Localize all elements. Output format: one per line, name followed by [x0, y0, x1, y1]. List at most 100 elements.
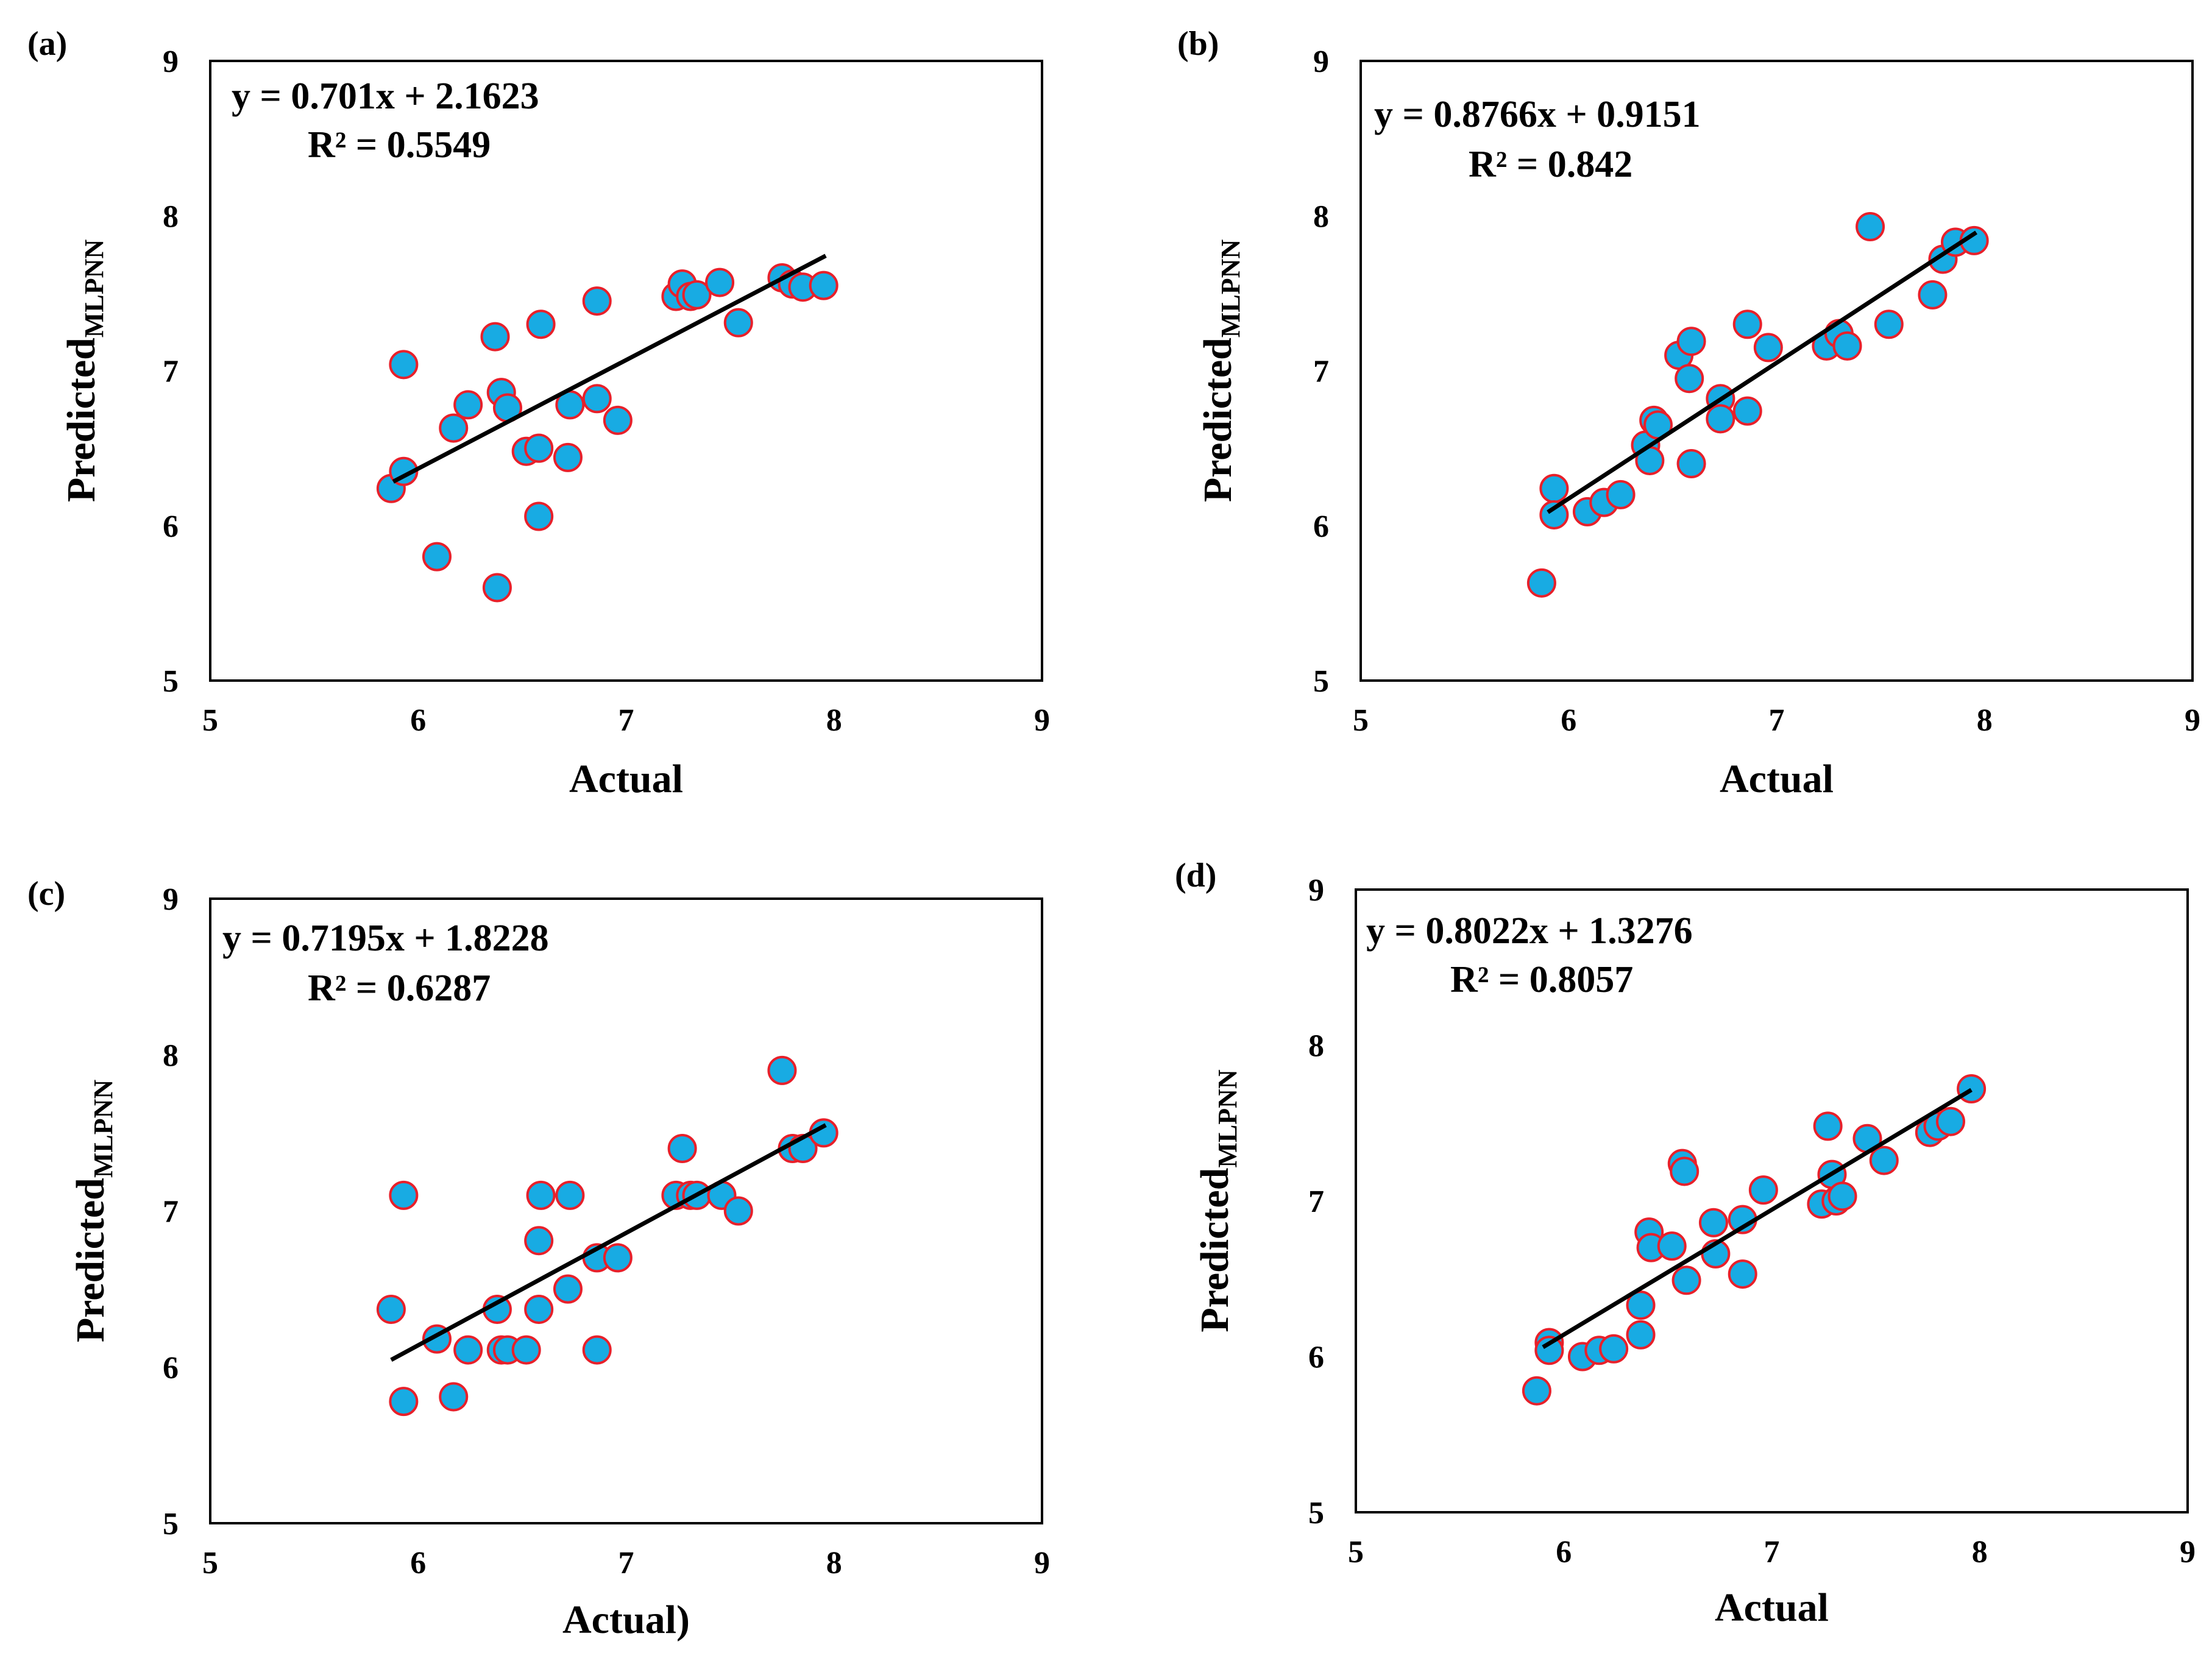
data-point	[1675, 364, 1704, 394]
data-point	[1606, 480, 1636, 509]
x-tick-label: 5	[1353, 703, 1369, 738]
data-point	[524, 501, 554, 531]
y-tick-label: 9	[163, 44, 179, 79]
data-point	[453, 390, 483, 420]
data-point	[705, 267, 735, 297]
y-tick-label: 7	[163, 1195, 179, 1230]
r-squared-label: R² = 0.8057	[1450, 959, 1633, 1000]
data-point	[389, 350, 419, 380]
data-point	[582, 384, 612, 414]
plot-area	[209, 60, 1043, 682]
x-tick-label: 9	[1034, 703, 1050, 738]
data-point	[1935, 1106, 1965, 1136]
x-tick-label: 8	[1977, 703, 1993, 738]
trendline-equation: y = 0.7195x + 1.8228	[222, 918, 549, 959]
y-tick-label: 7	[1313, 355, 1329, 389]
trendline-equation: y = 0.701x + 2.1623	[232, 76, 539, 117]
data-point	[682, 280, 712, 310]
data-point	[667, 1134, 697, 1163]
data-point	[1813, 1111, 1843, 1141]
y-axis-title-subscript: MLPNN	[1216, 239, 1246, 338]
x-tick-label: 6	[410, 1546, 426, 1580]
panel-label: (b)	[1177, 25, 1219, 63]
x-tick-label: 7	[1769, 703, 1785, 738]
panel-label: (a)	[27, 25, 67, 63]
y-axis-title-main: Predicted	[1196, 338, 1240, 502]
trend-line	[390, 1123, 827, 1362]
y-tick-label: 6	[1308, 1340, 1324, 1375]
data-point	[1706, 404, 1735, 434]
data-point	[482, 573, 512, 603]
data-point	[1869, 1145, 1899, 1175]
x-axis-title: Actual)	[562, 1598, 690, 1642]
y-axis-title-main: Predicted	[68, 1178, 113, 1342]
data-point	[1856, 212, 1885, 242]
data-point	[1728, 1259, 1757, 1289]
data-point	[553, 1274, 583, 1304]
y-tick-label: 5	[1313, 664, 1329, 699]
y-tick-label: 7	[163, 355, 179, 389]
y-tick-label: 8	[1308, 1029, 1324, 1064]
data-point	[422, 542, 452, 572]
y-tick-label: 8	[1313, 199, 1329, 234]
y-tick-label: 8	[163, 1038, 179, 1073]
data-point	[1522, 1376, 1551, 1406]
y-axis-title: PredictedMLPNN	[59, 239, 109, 503]
x-tick-label: 5	[202, 1546, 218, 1580]
data-point	[582, 1335, 612, 1365]
data-point	[723, 308, 753, 338]
data-point	[1599, 1334, 1629, 1364]
y-axis-title: PredictedMLPNN	[68, 1080, 118, 1343]
y-tick-label: 5	[163, 1507, 179, 1542]
x-tick-label: 8	[826, 1546, 842, 1580]
data-point	[1539, 500, 1569, 529]
data-point	[389, 1180, 419, 1210]
data-point	[511, 1335, 541, 1365]
y-axis-title-subscript: MLPNN	[1213, 1069, 1242, 1168]
scatter-panel-c: (c) 5 6 7 8 9 5 6 7 8 9 Actual) PredictedMLPNN y = 0.…	[27, 875, 1050, 1642]
y-tick-label: 9	[1313, 44, 1329, 79]
data-point	[1534, 1336, 1564, 1365]
r-squared-label: R² = 0.5549	[308, 124, 491, 166]
data-point	[1753, 333, 1783, 363]
panel-label: (c)	[27, 875, 65, 913]
data-point	[389, 1387, 419, 1417]
y-axis-title: PredictedMLPNN	[1196, 239, 1246, 503]
trend-line	[392, 253, 827, 484]
x-axis-title: Actual	[1720, 757, 1834, 801]
data-point	[1957, 1074, 1987, 1104]
data-point	[1670, 1156, 1700, 1186]
data-point	[603, 405, 633, 435]
y-tick-label: 7	[1308, 1184, 1324, 1219]
data-point	[1657, 1231, 1687, 1261]
data-point	[1874, 310, 1904, 339]
x-tick-label: 5	[202, 703, 218, 738]
y-axis-title-subscript: MLPNN	[79, 239, 109, 338]
data-point	[1676, 449, 1706, 479]
x-tick-label: 9	[2180, 1535, 2196, 1570]
data-point	[524, 433, 554, 463]
trend-line	[1547, 230, 1978, 514]
data-point	[1748, 1175, 1778, 1205]
x-axis-title: Actual	[1715, 1585, 1829, 1630]
trend-line	[1542, 1088, 1973, 1350]
r-squared-label: R² = 0.842	[1469, 144, 1632, 185]
data-point	[1626, 1320, 1656, 1350]
data-point	[555, 1180, 585, 1210]
data-point	[1732, 396, 1762, 426]
x-tick-label: 9	[1034, 1546, 1050, 1580]
data-point	[526, 310, 556, 339]
data-point	[439, 413, 469, 443]
y-tick-label: 9	[1308, 873, 1324, 908]
y-axis-title: PredictedMLPNN	[1193, 1069, 1242, 1333]
data-point	[582, 286, 612, 316]
data-point	[1832, 331, 1862, 361]
data-point	[553, 442, 583, 472]
x-tick-label: 8	[1972, 1535, 1988, 1570]
data-point	[524, 1226, 554, 1256]
y-tick-label: 6	[163, 509, 179, 544]
x-tick-label: 7	[619, 703, 634, 738]
panel-label: (d)	[1175, 857, 1216, 894]
data-point	[809, 271, 838, 300]
